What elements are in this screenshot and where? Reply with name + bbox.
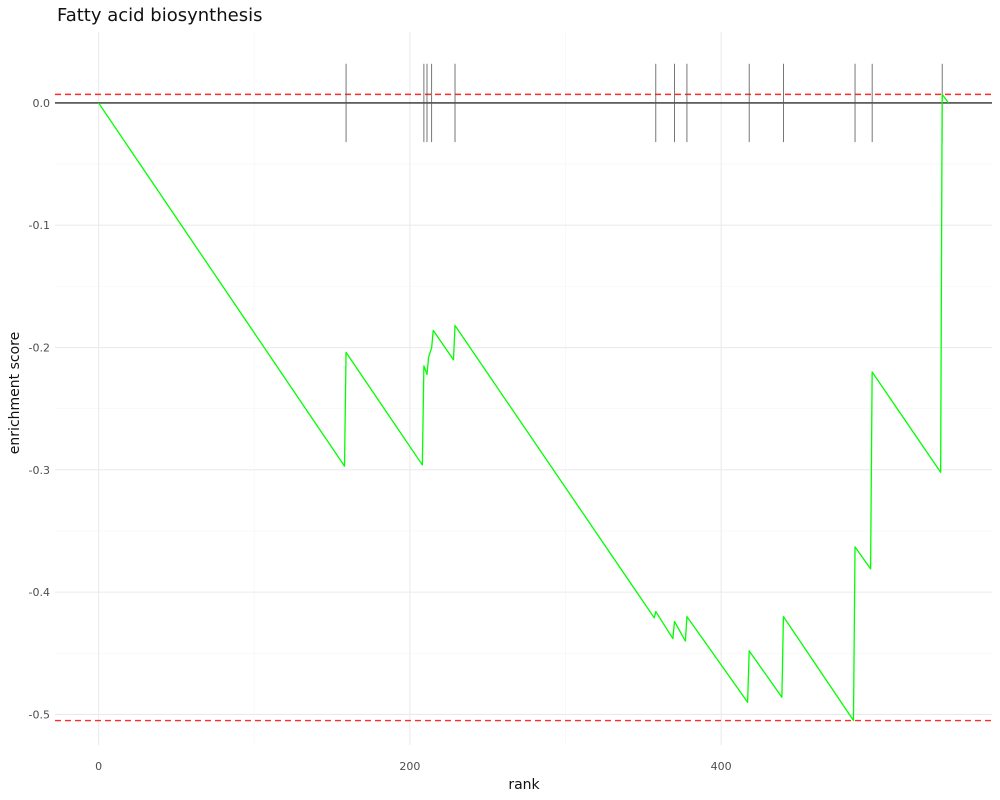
- x-axis-title: rank: [508, 777, 540, 793]
- reference-lines: [55, 93, 992, 722]
- y-tick-label: 0.0: [33, 97, 51, 110]
- y-tick-labels: 0.0 -0.1 -0.2 -0.3 -0.4 -0.5: [29, 97, 50, 721]
- grid: [55, 32, 992, 745]
- y-axis-title: enrichment score: [7, 332, 23, 454]
- x-tick-label: 200: [399, 760, 420, 773]
- y-tick-label: -0.4: [29, 586, 50, 599]
- x-tick-label: 0: [95, 760, 102, 773]
- y-tick-label: -0.3: [29, 464, 50, 477]
- x-tick-label: 400: [711, 760, 732, 773]
- y-tick-label: -0.1: [29, 219, 50, 232]
- chart-title: Fatty acid biosynthesis: [57, 5, 262, 26]
- y-tick-label: -0.2: [29, 342, 50, 355]
- series-line: [98, 93, 949, 722]
- y-tick-label: -0.5: [29, 708, 50, 721]
- series-layer: [98, 93, 949, 722]
- x-tick-labels: 0 200 400: [95, 760, 732, 773]
